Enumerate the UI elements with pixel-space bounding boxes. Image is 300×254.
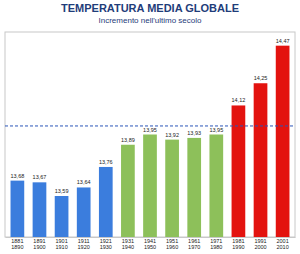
x-tick: 18811890 [11, 237, 23, 250]
x-tick-label-line: 2000 [254, 244, 266, 250]
x-tick-label: 19511960 [166, 238, 178, 250]
x-tick-label: 19611970 [188, 238, 200, 250]
x-tick: 19211930 [100, 237, 112, 250]
bar [77, 187, 91, 237]
data-label: 13,95 [209, 127, 223, 133]
x-tick-label: 19811990 [232, 238, 244, 250]
data-label: 13,59 [55, 188, 69, 194]
x-axis: 18811890 18911900 19011910 19111920 19211930… [6, 237, 296, 250]
x-tick-label-line: 1970 [188, 244, 200, 250]
x-tick-label-line: 1901 [55, 238, 67, 244]
data-label: 13,67 [33, 174, 47, 180]
bar [232, 105, 246, 237]
x-tick-label: 19411950 [144, 238, 156, 250]
x-tick-label-line: 1911 [78, 238, 90, 244]
x-tick: 19711980 [210, 237, 222, 250]
bar [99, 167, 113, 237]
x-tick-label-line: 1921 [100, 238, 112, 244]
x-tick: 19912000 [254, 237, 266, 250]
x-tick-label-line: 1961 [188, 238, 200, 244]
x-tick-label: 19011910 [55, 238, 67, 250]
x-tick: 19411950 [144, 237, 156, 250]
x-tick-label-line: 1980 [210, 244, 222, 250]
x-tick-label-line: 1951 [166, 238, 178, 244]
x-tick-label-line: 2001 [276, 238, 288, 244]
bar [187, 138, 201, 237]
bar [165, 140, 179, 237]
bar [11, 181, 25, 237]
x-tick-label-line: 1920 [78, 244, 90, 250]
x-tick-label-line: 1981 [232, 238, 244, 244]
x-tick-label-line: 1900 [33, 244, 45, 250]
bar [121, 145, 135, 237]
bar [55, 196, 69, 237]
x-tick-label-line: 1991 [254, 238, 266, 244]
x-tick-label-line: 1940 [122, 244, 134, 250]
plot-frame [5, 32, 295, 237]
x-tick: 18911900 [33, 237, 45, 250]
x-tick-label-line: 2010 [276, 244, 288, 250]
bar [33, 182, 47, 237]
x-tick-label-line: 1930 [100, 244, 112, 250]
x-tick-label: 19211930 [100, 238, 112, 250]
chart: TEMPERATURA MEDIA GLOBALE Incremento nell… [0, 0, 300, 254]
x-tick-label-line: 1910 [55, 244, 67, 250]
x-tick-label-line: 1960 [166, 244, 178, 250]
x-tick-label: 19311940 [122, 238, 134, 250]
x-tick: 19611970 [188, 237, 200, 250]
x-tick-label-line: 1890 [11, 244, 23, 250]
data-label: 13,95 [143, 127, 157, 133]
x-tick-label-line: 1950 [144, 244, 156, 250]
x-tick: 19311940 [122, 237, 134, 250]
bar [254, 83, 268, 237]
x-tick-label: 19711980 [210, 238, 222, 250]
bar [143, 135, 157, 238]
plot: 13,68 13,67 13,59 13,64 13,76 13,89 13,95 13,92… [5, 32, 296, 250]
data-label: 13,76 [99, 159, 113, 165]
x-tick-label: 19912000 [254, 238, 266, 250]
subtitle: Incremento nell'ultimo secolo [99, 16, 202, 25]
data-label: 13,64 [77, 179, 91, 185]
data-label: 13,93 [187, 130, 201, 136]
x-tick-label-line: 1990 [232, 244, 244, 250]
x-tick-label-line: 1881 [11, 238, 23, 244]
bars [5, 46, 295, 237]
data-label: 13,89 [121, 137, 135, 143]
data-label: 14,47 [276, 38, 290, 44]
bar [276, 46, 290, 237]
x-tick-label-line: 1891 [33, 238, 45, 244]
data-label: 14,25 [254, 75, 268, 81]
x-tick: 19811990 [232, 237, 244, 250]
bar [209, 135, 223, 238]
x-tick-label-line: 1971 [210, 238, 222, 244]
x-tick: 19511960 [166, 237, 178, 250]
x-tick-label: 19111920 [78, 238, 90, 250]
data-label: 14,12 [232, 97, 246, 103]
x-tick: 19011910 [55, 237, 67, 250]
x-tick: 19111920 [78, 237, 90, 250]
x-tick-label: 18811890 [11, 238, 23, 250]
x-tick-label: 18911900 [33, 238, 45, 250]
data-label: 13,68 [10, 173, 24, 179]
x-tick: 20012010 [276, 237, 288, 250]
title: TEMPERATURA MEDIA GLOBALE [61, 2, 239, 14]
data-label: 13,92 [165, 132, 179, 138]
x-tick-label-line: 1941 [144, 238, 156, 244]
x-tick-label: 20012010 [276, 238, 288, 250]
x-tick-label-line: 1931 [122, 238, 134, 244]
